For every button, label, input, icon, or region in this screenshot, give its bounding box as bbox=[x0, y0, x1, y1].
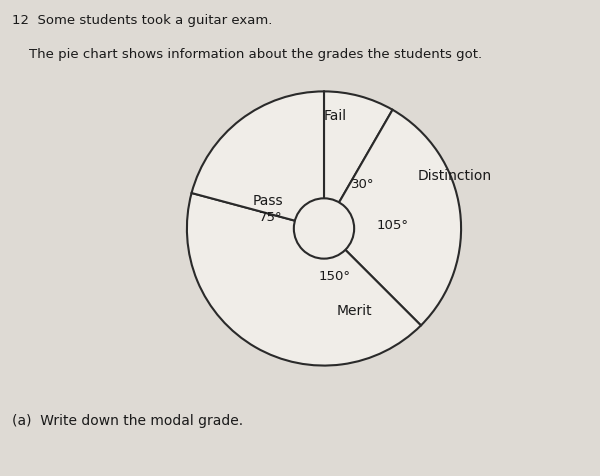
Text: Fail: Fail bbox=[323, 109, 347, 123]
Text: 75°: 75° bbox=[259, 211, 283, 224]
Text: 12  Some students took a guitar exam.: 12 Some students took a guitar exam. bbox=[12, 14, 272, 27]
Text: The pie chart shows information about the grades the students got.: The pie chart shows information about th… bbox=[12, 48, 482, 60]
Circle shape bbox=[294, 198, 354, 258]
Text: 150°: 150° bbox=[319, 270, 351, 283]
Text: (a)  Write down the modal grade.: (a) Write down the modal grade. bbox=[12, 414, 243, 428]
Text: 30°: 30° bbox=[352, 178, 375, 191]
Text: Pass: Pass bbox=[253, 194, 283, 208]
Wedge shape bbox=[324, 91, 392, 228]
Wedge shape bbox=[191, 91, 324, 228]
Wedge shape bbox=[187, 193, 421, 366]
Text: Merit: Merit bbox=[337, 304, 372, 318]
Text: 105°: 105° bbox=[376, 219, 408, 232]
Wedge shape bbox=[324, 110, 461, 326]
Text: Distinction: Distinction bbox=[417, 169, 491, 183]
